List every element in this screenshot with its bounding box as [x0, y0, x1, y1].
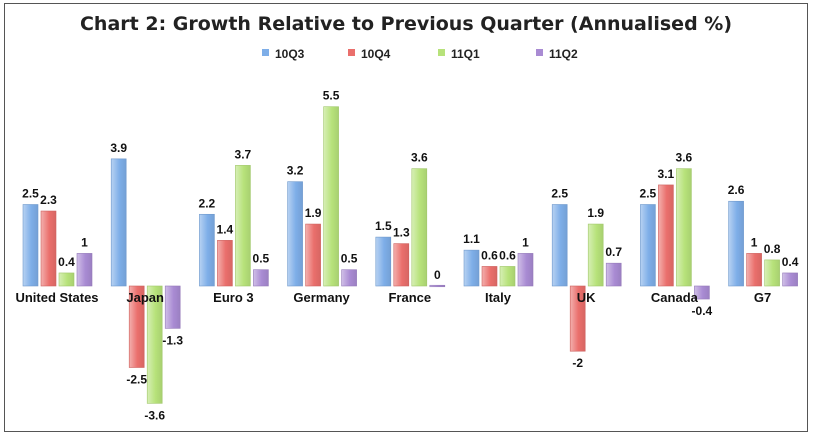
value-label-italy-11q1: 0.6	[499, 248, 516, 262]
value-label-euro-3-10q4: 1.4	[217, 222, 234, 236]
bar-germany-11q2	[341, 269, 357, 287]
value-label-g7-11q1: 0.8	[764, 242, 781, 256]
bar-euro-3-10q4	[217, 240, 233, 287]
bar-germany-10q3	[287, 181, 303, 287]
legend-label-10q3: 10Q3	[275, 47, 305, 61]
value-label-euro-3-10q3: 2.2	[199, 196, 216, 210]
value-label-japan-10q4: -2.5	[126, 373, 147, 387]
value-label-canada-10q3: 2.5	[640, 187, 657, 201]
chart-title: Chart 2: Growth Relative to Previous Qua…	[79, 13, 733, 35]
value-label-uk-11q1: 1.9	[587, 206, 604, 220]
value-label-france-10q4: 1.3	[393, 226, 410, 240]
bar-euro-3-11q2	[253, 269, 269, 287]
value-labels: 2.5 2.30.413.9-2.5-3.6-1.32.21.43.70.53.2…	[22, 89, 799, 423]
bar-g7-11q2	[782, 272, 798, 287]
value-label-g7-11q2: 0.4	[782, 255, 799, 269]
bar-g7-11q1	[764, 259, 780, 287]
legend-swatch-10q4	[348, 49, 355, 56]
category-label-japan: Japan	[126, 290, 164, 305]
bar-canada-10q4	[658, 184, 674, 287]
category-label-euro-3: Euro 3	[213, 290, 253, 305]
category-labels: United States Japan Euro 3 Germany France Ita…	[15, 290, 771, 305]
value-label-france-11q1: 3.6	[411, 151, 428, 165]
bar-chart: 10Q3 10Q4 11Q1 11Q2 2.5 2.30.413.9-2.5-3.6-1…	[15, 47, 799, 423]
chart-frame: Chart 2: Growth Relative to Previous Qua…	[4, 3, 808, 432]
bar-germany-11q1	[323, 106, 339, 287]
legend-label-10q4: 10Q4	[361, 47, 391, 61]
legend: 10Q3 10Q4 11Q1 11Q2	[262, 47, 578, 61]
bar-italy-10q4	[481, 266, 498, 287]
value-label-united-states-10q4: 2.3	[40, 193, 57, 207]
bar-united-states-10q3	[22, 204, 39, 287]
value-label-italy-10q4: 0.6	[481, 248, 498, 262]
bar-italy-11q1	[499, 266, 516, 287]
value-label-united-states-11q1: 0.4	[58, 255, 75, 269]
legend-label-11q2: 11Q2	[549, 47, 578, 61]
legend-label-11q1: 11Q1	[451, 47, 480, 61]
category-label-canada: Canada	[651, 290, 699, 305]
category-label-france: France	[388, 290, 431, 305]
bar-euro-3-11q1	[235, 165, 251, 287]
value-label-canada-10q4: 3.1	[658, 167, 675, 181]
bar-italy-10q3	[463, 249, 480, 287]
bars	[22, 106, 798, 404]
bar-canada-11q1	[676, 168, 692, 287]
legend-swatch-11q1	[438, 49, 445, 56]
value-label-uk-11q2: 0.7	[605, 245, 622, 259]
value-label-japan-10q3: 3.9	[110, 141, 127, 155]
value-label-germany-10q3: 3.2	[287, 164, 304, 178]
value-label-germany-11q2: 0.5	[341, 252, 358, 266]
bar-france-11q1	[411, 168, 428, 287]
bar-g7-10q4	[746, 253, 762, 287]
bar-united-states-10q4	[40, 210, 57, 287]
bar-canada-11q2	[694, 285, 710, 300]
value-label-united-states-11q2: 1	[81, 235, 88, 249]
bar-france-10q3	[375, 236, 392, 287]
bar-uk-10q3	[551, 204, 568, 287]
bar-france-10q4	[393, 243, 410, 287]
category-label-g7: G7	[754, 290, 771, 305]
category-label-uk: UK	[577, 290, 596, 305]
value-label-canada-11q2: -0.4	[692, 304, 713, 318]
bar-japan-11q2	[164, 285, 181, 329]
value-label-france-11q2: 0	[434, 268, 441, 282]
category-label-italy: Italy	[485, 290, 512, 305]
value-label-euro-3-11q2: 0.5	[253, 252, 270, 266]
legend-swatch-10q3	[262, 49, 269, 56]
bar-japan-10q4	[128, 285, 145, 368]
bar-united-states-11q2	[76, 253, 93, 287]
value-label-uk-10q4: -2	[572, 356, 583, 370]
bar-uk-11q1	[587, 223, 604, 287]
value-label-germany-11q1: 5.5	[323, 89, 340, 103]
bar-euro-3-10q3	[199, 213, 215, 287]
bar-united-states-11q1	[58, 272, 75, 287]
bar-france-11q2	[429, 284, 446, 288]
value-label-france-10q3: 1.5	[375, 219, 392, 233]
legend-swatch-11q2	[536, 49, 543, 56]
bar-canada-10q3	[640, 204, 656, 287]
value-label-g7-10q4: 1	[751, 235, 758, 249]
bar-g7-10q3	[728, 200, 744, 287]
bar-japan-11q1	[146, 285, 163, 404]
value-label-canada-11q1: 3.6	[676, 151, 693, 165]
bar-italy-11q2	[517, 253, 534, 287]
value-label-euro-3-11q1: 3.7	[235, 147, 252, 161]
value-label-g7-10q3: 2.6	[728, 183, 745, 197]
value-label-italy-11q2: 1	[522, 235, 529, 249]
category-label-united-states: United States	[15, 290, 98, 305]
value-label-uk-10q3: 2.5	[551, 187, 568, 201]
bar-germany-10q4	[305, 223, 321, 287]
category-label-germany: Germany	[293, 290, 350, 305]
bar-uk-11q2	[605, 262, 622, 287]
value-label-japan-11q2: -1.3	[162, 333, 183, 347]
value-label-united-states-10q3: 2.5	[22, 187, 39, 201]
bar-uk-10q4	[569, 285, 586, 352]
value-label-japan-11q1: -3.6	[144, 408, 165, 422]
bar-japan-10q3	[110, 158, 127, 287]
value-label-germany-10q4: 1.9	[305, 206, 322, 220]
value-label-italy-10q3: 1.1	[463, 232, 480, 246]
